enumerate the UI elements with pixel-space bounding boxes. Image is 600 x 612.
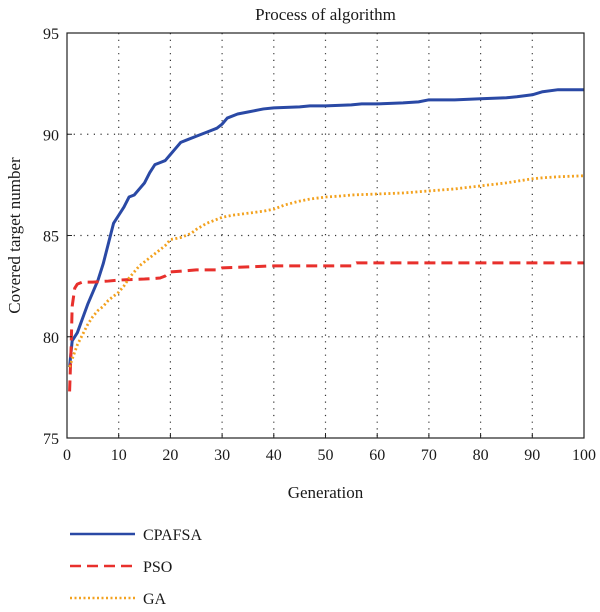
grid-lines xyxy=(67,33,584,438)
series-line-cpafsa xyxy=(68,88,584,368)
y-tick-label: 80 xyxy=(43,330,59,347)
x-tick-label: 10 xyxy=(111,447,127,464)
x-axis-label: Generation xyxy=(288,483,364,502)
x-tick-label: 90 xyxy=(524,447,540,464)
legend-label-cpafsa: CPAFSA xyxy=(143,527,202,544)
x-tick-label: 70 xyxy=(421,447,437,464)
x-tick-label: 20 xyxy=(162,447,178,464)
x-tick-label: 60 xyxy=(369,447,385,464)
series-lines xyxy=(68,88,585,392)
chart-title: Process of algorithm xyxy=(255,5,396,24)
series-line-pso xyxy=(68,261,584,392)
x-tick-label: 30 xyxy=(214,447,230,464)
x-tick-label: 100 xyxy=(572,447,596,464)
y-tick-label: 75 xyxy=(43,431,59,448)
y-axis-label: Covered target number xyxy=(5,157,24,314)
legend-label-pso: PSO xyxy=(143,559,172,576)
y-tick-label: 85 xyxy=(43,229,59,246)
series-line-ga xyxy=(68,174,585,368)
x-tick-label: 50 xyxy=(318,447,334,464)
x-tick-label: 40 xyxy=(266,447,282,464)
y-tick-label: 90 xyxy=(43,127,59,144)
y-tick-label: 95 xyxy=(43,26,59,43)
legend: CPAFSA PSO GA xyxy=(70,527,202,608)
x-tick-label: 80 xyxy=(473,447,489,464)
axis-ticks: 0 10 20 30 40 50 60 70 80 90 100 75 80 85 90 95 xyxy=(43,26,596,464)
x-tick-label: 0 xyxy=(63,447,71,464)
legend-label-ga: GA xyxy=(143,591,167,608)
